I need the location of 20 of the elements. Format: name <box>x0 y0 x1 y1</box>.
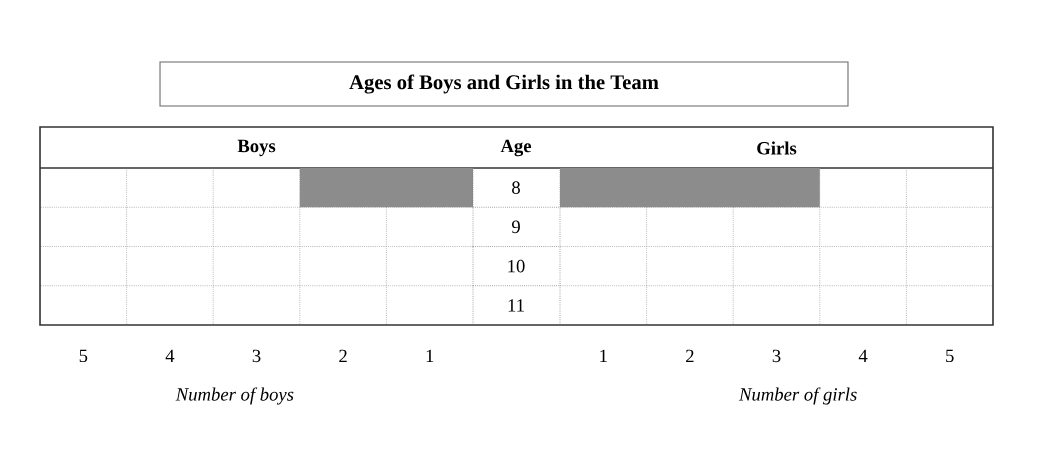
x-tick-label: 5 <box>79 349 88 363</box>
x-tick-label: 2 <box>686 349 694 363</box>
x-axis-title: Number of boys <box>175 387 294 405</box>
x-tick-label: 1 <box>600 349 607 363</box>
x-tick-label: 4 <box>858 349 868 362</box>
x-tick-label: 3 <box>252 349 261 363</box>
x-tick-label: 3 <box>772 349 781 363</box>
x-axis-title: Number of girls <box>738 387 857 405</box>
series-label: Girls <box>757 141 797 155</box>
y-tick-label: 10 <box>508 259 525 273</box>
y-axis-title: Age <box>500 139 532 157</box>
y-tick-label: 8 <box>512 181 520 194</box>
chart-title: Ages of Boys and Girls in the Team <box>349 74 659 94</box>
x-tick-label: 4 <box>165 349 175 362</box>
y-tick-label: 11 <box>508 299 524 312</box>
x-tick-label: 2 <box>339 349 347 363</box>
y-tick-label: 9 <box>511 220 520 234</box>
series-label: Boys <box>237 139 276 157</box>
x-tick-label: 5 <box>946 349 954 363</box>
x-tick-label: 1 <box>426 349 434 363</box>
